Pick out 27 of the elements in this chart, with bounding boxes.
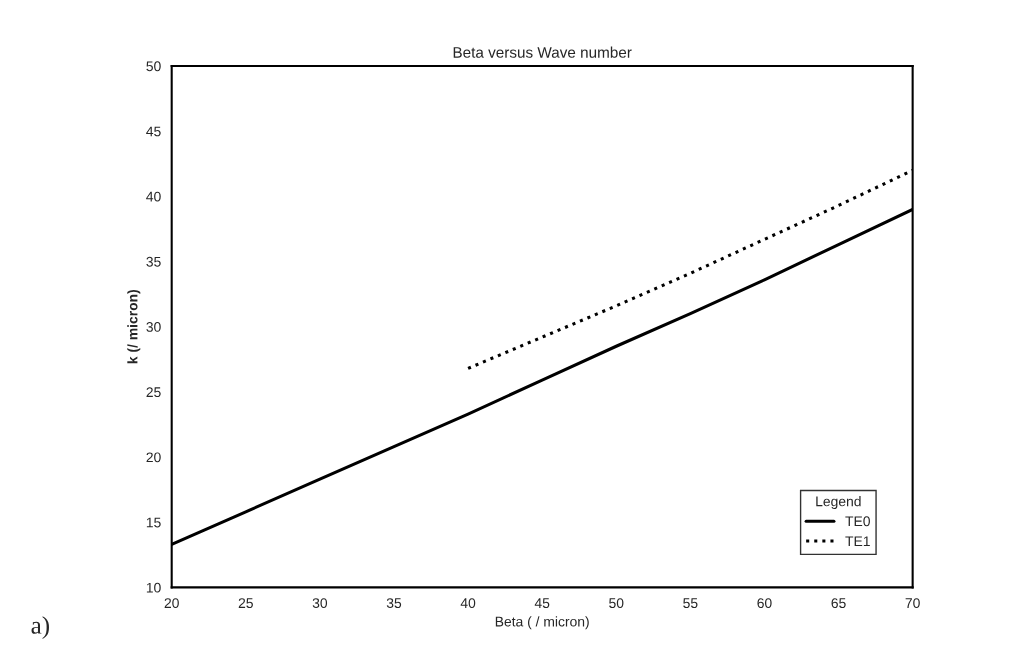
- chart-title: Beta versus Wave number: [453, 46, 632, 58]
- x-tick-label: 25: [238, 598, 253, 609]
- x-tick-label: 65: [831, 598, 846, 609]
- x-tick-label: 60: [757, 598, 772, 609]
- y-axis-title: k (/ micron): [127, 289, 141, 364]
- x-tick-label: 45: [534, 598, 550, 609]
- y-tick-label: 20: [146, 452, 161, 463]
- legend-label: TE1: [845, 536, 870, 546]
- x-tick-label: 70: [905, 598, 920, 609]
- y-tick-label: 35: [146, 256, 161, 267]
- y-tick-label: 30: [146, 322, 161, 332]
- legend-title: Legend: [816, 496, 861, 510]
- y-tick-label: 10: [146, 582, 161, 593]
- y-tick-label: 45: [146, 126, 161, 137]
- y-tick-label: 25: [146, 387, 161, 398]
- x-axis-title: Beta ( / micron): [495, 616, 589, 630]
- x-tick-label: 35: [386, 598, 402, 609]
- text: a): [31, 616, 49, 639]
- x-tick-label: 30: [312, 598, 328, 609]
- y-tick-label: 40: [146, 191, 161, 202]
- y-tick-label: 50: [146, 61, 161, 72]
- x-tick-label: 50: [609, 598, 624, 609]
- y-tick-label: 15: [146, 517, 161, 528]
- legend-label: TE0: [845, 516, 870, 527]
- x-tick-label: 40: [460, 598, 476, 609]
- x-tick-label: 20: [164, 598, 179, 609]
- x-tick-label: 55: [683, 598, 698, 609]
